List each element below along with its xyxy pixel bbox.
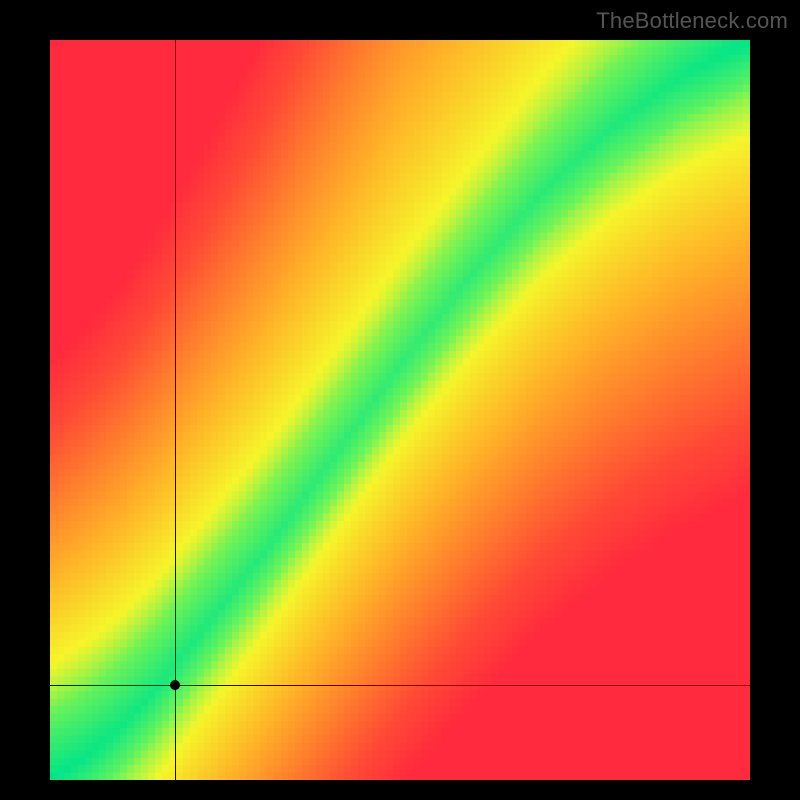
bottleneck-chart-container: TheBottleneck.com bbox=[0, 0, 800, 800]
heatmap-canvas bbox=[50, 40, 750, 780]
plot-area bbox=[50, 40, 750, 780]
watermark-text: TheBottleneck.com bbox=[596, 8, 788, 34]
